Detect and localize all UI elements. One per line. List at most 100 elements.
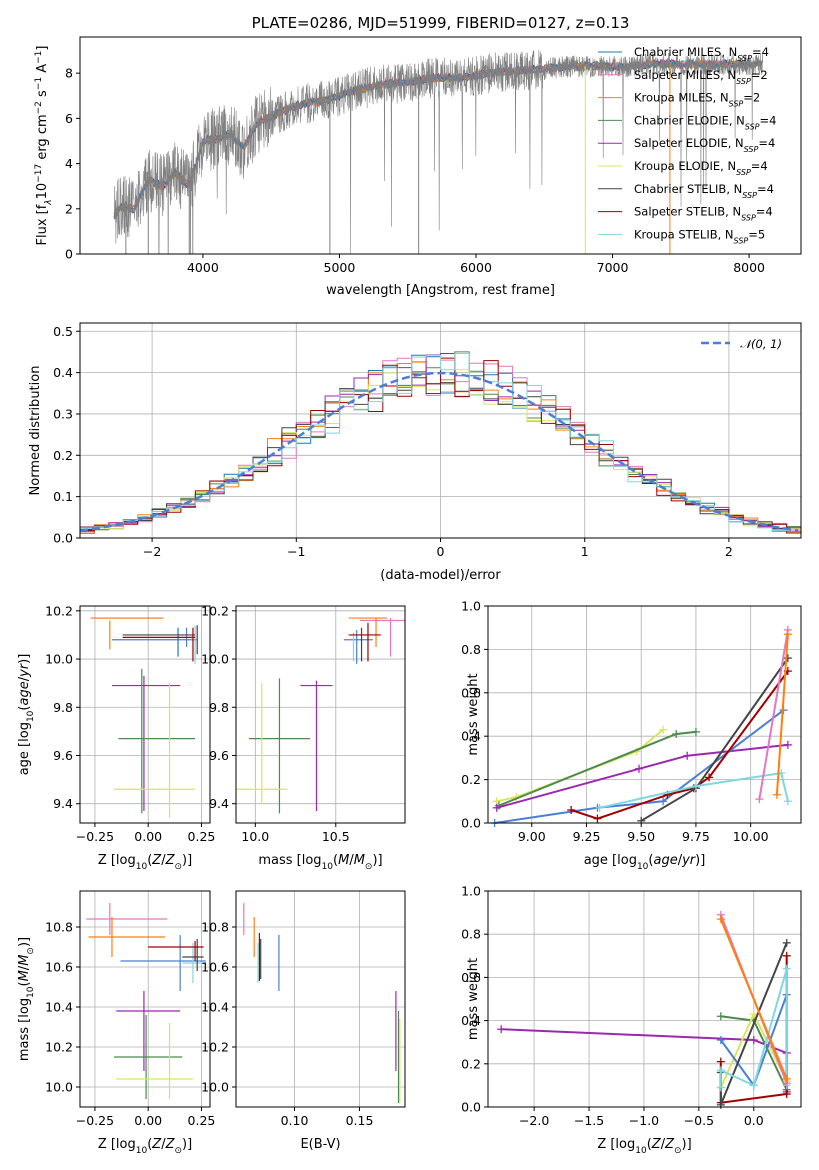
y-tick-label: 0.0 — [53, 531, 73, 546]
weight-marker — [635, 764, 644, 773]
y-tick-label: 10.6 — [201, 960, 229, 975]
weight-marker — [716, 1057, 725, 1066]
normal-curve — [80, 371, 799, 533]
legend-label: Chabrier STELIB, NSSP=4 — [634, 182, 774, 200]
mass-vs-EBV-panel: 0.10 0.15 10.0 10.2 10.4 10.6 10.8 E(B-V) — [201, 890, 406, 1152]
legend-label: Kroupa MILES, NSSP=2 — [634, 91, 760, 109]
x-axis-label: wavelength [Angstrom, rest frame] — [326, 283, 555, 298]
y-tick-label: 0.2 — [461, 772, 481, 787]
y-axis-label: mass weight — [466, 673, 481, 755]
y-tick-label: 0.1 — [53, 489, 73, 504]
weight-series-line — [494, 709, 785, 824]
y-tick-label: 10.8 — [45, 920, 73, 935]
y-tick-label: 10.0 — [201, 1080, 229, 1095]
weight-marker — [691, 782, 700, 791]
y-tick-label: 0 — [65, 247, 73, 262]
x-tick-label: −0.25 — [76, 829, 114, 844]
x-axis-label: Z [log10(Z/Z⊙)] — [597, 1137, 691, 1156]
data-spectrum-line — [113, 49, 763, 254]
weight-marker — [772, 790, 781, 799]
y-tick-label: 9.8 — [209, 700, 229, 715]
y-axis-label: mass [log10(M/M⊙)] — [17, 937, 36, 1061]
y-tick-label: 10.0 — [45, 652, 73, 667]
x-tick-label: 10.00 — [733, 829, 769, 844]
y-axis-label: age [log10(age/yr)] — [17, 654, 36, 776]
weight-marker — [691, 727, 700, 736]
y-tick-label: 10.8 — [201, 920, 229, 935]
weight-series-line — [496, 743, 789, 809]
x-tick-label: 0.25 — [188, 1113, 216, 1128]
weight-series-line — [758, 629, 789, 800]
weight-marker — [716, 1036, 725, 1045]
axes-frame — [79, 36, 802, 255]
weight-marker — [567, 805, 576, 814]
x-tick-label: 9.00 — [518, 829, 546, 844]
legend-label: Salpeter MILES, NSSP=2 — [634, 68, 768, 86]
age-vs-mass-panel: 10.0 10.5 9.4 9.6 9.8 10.0 10.2 mass [log10(M/M… — [201, 603, 406, 872]
legend-label: Salpeter ELODIE, NSSP=4 — [634, 136, 775, 154]
y-tick-label: 10.4 — [45, 1000, 73, 1015]
residuals-panel: −2 −1 0 1 2 0.0 0.1 0.2 0.3 0.4 0.5 (data-model)/er… — [28, 322, 802, 583]
x-tick-label: 0.00 — [134, 1113, 162, 1128]
weight-series-line — [719, 918, 788, 1080]
y-tick-label: 9.4 — [53, 796, 73, 811]
x-axis-label: E(B-V) — [300, 1137, 340, 1152]
weight-marker — [659, 725, 668, 734]
axes-frame — [235, 890, 406, 1108]
x-tick-label: 10.5 — [322, 829, 350, 844]
x-tick-label: −1.5 — [574, 1113, 604, 1128]
weight-marker — [716, 1012, 725, 1021]
weight-marker — [782, 951, 791, 960]
y-tick-label: 0.6 — [461, 970, 481, 985]
x-axis-label: age [log10(age/yr)] — [584, 853, 706, 872]
axes-frame — [487, 605, 802, 824]
y-tick-label: 0.8 — [461, 642, 481, 657]
y-tick-label: 0.5 — [53, 324, 73, 339]
spectrum-panel: 4000 5000 6000 7000 8000 0 2 4 6 8 wavelength [Ang… — [34, 36, 802, 298]
x-tick-label: −1.0 — [629, 1113, 659, 1128]
y-axis-label: mass weight — [466, 958, 481, 1040]
x-tick-label: −1 — [287, 544, 305, 559]
x-tick-label: −0.5 — [684, 1113, 714, 1128]
x-tick-label: −0.25 — [76, 1113, 114, 1128]
weight-marker — [783, 797, 792, 806]
x-tick-label: 6000 — [460, 260, 492, 275]
y-tick-label: 9.6 — [53, 748, 73, 763]
y-tick-label: 0.6 — [461, 685, 481, 700]
y-tick-label: 9.8 — [53, 700, 73, 715]
axes-frame — [79, 322, 802, 539]
axes-frame — [79, 605, 211, 824]
y-tick-label: 10.2 — [45, 1040, 73, 1055]
weight-vs-Z-panel: −2.0 −1.5 −1.0 −0.5 0.0 0.0 0.2 0.4 0.6 0.8 1.0 Z [… — [461, 884, 802, 1156]
axes-frame — [487, 890, 802, 1108]
weight-marker — [716, 1100, 725, 1109]
legend-label: Kroupa ELODIE, NSSP=4 — [634, 159, 768, 177]
weight-marker — [497, 1025, 506, 1034]
x-tick-label: 9.25 — [573, 829, 601, 844]
legend-label: Chabrier ELODIE, NSSP=4 — [634, 113, 776, 130]
y-tick-label: 2 — [65, 201, 73, 216]
weight-marker — [782, 1074, 791, 1083]
x-axis-label: Z [log10(Z/Z⊙)] — [98, 853, 192, 872]
weight-marker — [716, 915, 725, 924]
legend-label: Kroupa STELIB, NSSP=5 — [634, 227, 765, 245]
y-tick-label: 1.0 — [461, 884, 481, 899]
y-tick-label: 9.4 — [209, 796, 229, 811]
weight-series-line — [599, 771, 789, 809]
weight-marker — [593, 814, 602, 823]
x-tick-label: 2 — [725, 544, 733, 559]
y-tick-label: 4 — [65, 156, 73, 171]
weight-series-line — [570, 670, 789, 820]
axes-frame — [79, 890, 211, 1108]
y-tick-label: 10.0 — [45, 1080, 73, 1095]
weight-marker — [492, 803, 501, 812]
y-tick-label: 0.4 — [461, 729, 481, 744]
weight-marker — [783, 740, 792, 749]
x-tick-label: 8000 — [733, 260, 765, 275]
weight-vs-age-panel: 9.00 9.25 9.50 9.75 10.00 0.0 0.2 0.4 0.6 0.8 1.0 a… — [461, 599, 802, 872]
y-tick-label: 0.4 — [461, 1013, 481, 1028]
y-tick-label: 1.0 — [461, 599, 481, 614]
weight-marker — [716, 1066, 725, 1075]
weight-series-line — [775, 634, 789, 795]
